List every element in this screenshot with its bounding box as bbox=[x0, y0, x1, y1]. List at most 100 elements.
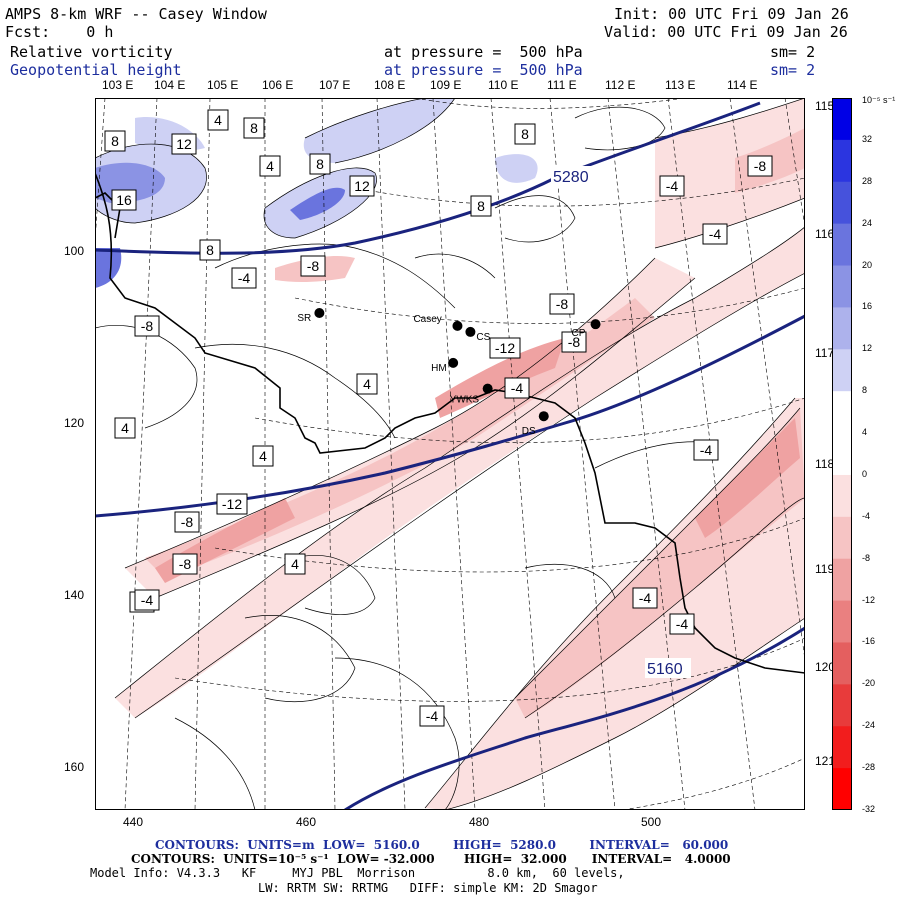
lon-label: 109 E bbox=[430, 78, 462, 92]
station-marker bbox=[314, 308, 325, 318]
colorbar-unit: 10⁻⁵ s⁻¹ bbox=[862, 95, 896, 105]
colorbar-swatch bbox=[832, 307, 852, 350]
colorbar-swatch bbox=[832, 433, 852, 476]
svg-text:-8: -8 bbox=[754, 158, 767, 174]
colorbar-swatch bbox=[832, 181, 852, 225]
svg-text:16: 16 bbox=[116, 192, 132, 208]
svg-text:8: 8 bbox=[206, 242, 214, 258]
svg-text:8: 8 bbox=[521, 126, 529, 142]
colorbar-tick-label: -32 bbox=[862, 804, 876, 814]
contour-label: -8 bbox=[747, 155, 773, 177]
colorbar-tick-label: -4 bbox=[862, 510, 871, 521]
lon-label: 108 E bbox=[374, 78, 406, 92]
svg-text:-4: -4 bbox=[511, 380, 524, 396]
lon-label: 110 E bbox=[488, 78, 519, 92]
contour-label: 8 bbox=[309, 153, 331, 175]
physics-info: LW: RRTM SW: RRTMG DIFF: simple KM: 2D S… bbox=[258, 881, 598, 895]
colorbar-swatch bbox=[832, 265, 852, 308]
contour-label: -4 bbox=[702, 223, 728, 245]
contour-label: -4 bbox=[504, 377, 530, 399]
colorbar-tick-label: 32 bbox=[862, 133, 873, 144]
contour-label: 8 bbox=[243, 117, 265, 139]
lon-label: 112 E bbox=[605, 78, 636, 92]
contour-label: 4 bbox=[356, 373, 378, 395]
station-marker bbox=[452, 320, 463, 331]
contour-label: -8 bbox=[174, 511, 200, 533]
station-marker bbox=[590, 319, 601, 330]
svg-text:12: 12 bbox=[176, 136, 192, 152]
lon-label: 105 E bbox=[207, 78, 239, 92]
colorbar-tick-label: 12 bbox=[862, 343, 873, 354]
colorbar-tick-label: -8 bbox=[862, 552, 871, 563]
height-label-5160: 5160 bbox=[647, 661, 683, 678]
svg-text:12: 12 bbox=[354, 178, 370, 194]
svg-text:4: 4 bbox=[121, 420, 129, 436]
colorbar-swatch bbox=[832, 391, 852, 434]
colorbar-swatch bbox=[832, 726, 852, 769]
field-name-height: Geopotential height bbox=[10, 61, 182, 79]
pressure-level-1: at pressure = 500 hPa bbox=[384, 43, 583, 61]
y-tick-label: 160 bbox=[64, 760, 85, 774]
lon-label: 107 E bbox=[319, 78, 351, 92]
colorbar-tick-label: 28 bbox=[862, 175, 873, 186]
colorbar-tick-label: 8 bbox=[862, 385, 868, 396]
station-marker bbox=[538, 411, 549, 422]
svg-text:-8: -8 bbox=[568, 334, 581, 350]
contour-label: -8 bbox=[134, 315, 160, 337]
contour-label: -4 bbox=[659, 175, 685, 197]
app-title: AMPS 8-km WRF -- Casey Window bbox=[5, 5, 267, 23]
svg-text:-12: -12 bbox=[222, 496, 242, 512]
x-tick-label: 440 bbox=[122, 815, 144, 829]
model-info: Model Info: V4.3.3 KF MYJ PBL Morrison 8… bbox=[90, 866, 625, 880]
colorbar-swatch bbox=[832, 600, 852, 643]
svg-text:4: 4 bbox=[214, 112, 222, 128]
contour-label: -4 bbox=[632, 587, 658, 609]
lon-label: 111 E bbox=[547, 78, 577, 92]
forecast-hour: Fcst: 0 h bbox=[5, 23, 114, 41]
contour-label: 4 bbox=[252, 445, 274, 467]
svg-text:-8: -8 bbox=[307, 258, 320, 274]
colorbar-tick-label: 20 bbox=[862, 259, 873, 270]
svg-text:4: 4 bbox=[291, 556, 299, 572]
colorbar-tick-label: 24 bbox=[862, 217, 873, 228]
svg-text:-4: -4 bbox=[141, 592, 154, 608]
svg-text:-12: -12 bbox=[495, 340, 515, 356]
station-marker bbox=[482, 383, 493, 394]
colorbar-tick-label: -24 bbox=[862, 720, 876, 731]
colorbar-swatch bbox=[832, 223, 852, 267]
svg-text:4: 4 bbox=[266, 158, 274, 174]
svg-text:-8: -8 bbox=[141, 318, 154, 334]
contour-label: -12 bbox=[216, 493, 248, 515]
colorbar-tick-label: 4 bbox=[862, 427, 868, 438]
colorbar-tick-label: 0 bbox=[862, 468, 868, 479]
svg-text:-8: -8 bbox=[556, 296, 569, 312]
svg-text:8: 8 bbox=[250, 120, 258, 136]
station-marker bbox=[448, 357, 459, 368]
init-time: Init: 00 UTC Fri 09 Jan 26 bbox=[614, 5, 849, 23]
contour-label: -12 bbox=[489, 337, 521, 359]
station-label: DS bbox=[522, 426, 536, 437]
y-tick-label: 100 bbox=[64, 244, 85, 258]
contour-label: -8 bbox=[549, 293, 575, 315]
contour-label: -4 bbox=[134, 589, 160, 611]
negative-vorticity-shading bbox=[115, 98, 805, 810]
contour-label: 12 bbox=[349, 175, 375, 197]
svg-text:-8: -8 bbox=[179, 556, 192, 572]
svg-text:-4: -4 bbox=[709, 226, 722, 242]
colorbar-swatch bbox=[832, 349, 852, 392]
x-tick-label: 480 bbox=[468, 815, 490, 829]
svg-text:8: 8 bbox=[477, 198, 485, 214]
svg-text:8: 8 bbox=[316, 156, 324, 172]
y-tick-label: 140 bbox=[64, 588, 85, 602]
contour-label: 4 bbox=[114, 417, 136, 439]
svg-text:4: 4 bbox=[363, 376, 371, 392]
stations: SR Casey CS HM YWKS DS CP bbox=[297, 308, 601, 437]
lon-label: 113 E bbox=[665, 78, 696, 92]
contour-label: 16 bbox=[111, 189, 137, 211]
station-label: Casey bbox=[413, 314, 441, 325]
svg-text:-4: -4 bbox=[700, 442, 713, 458]
colorbar bbox=[832, 98, 852, 810]
contour-label: 8 bbox=[199, 239, 221, 261]
lon-label: 104 E bbox=[154, 78, 186, 92]
colorbar-swatch bbox=[832, 684, 852, 727]
